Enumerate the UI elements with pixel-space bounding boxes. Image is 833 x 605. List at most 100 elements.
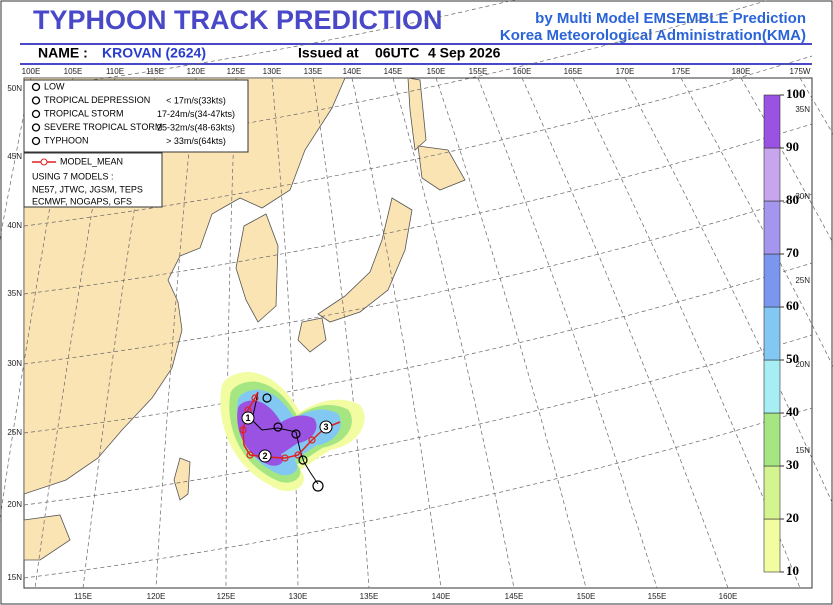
issued-time: 06UTC	[375, 45, 419, 61]
lat-label: 35N	[7, 289, 22, 298]
lon-label: 125E	[227, 67, 246, 76]
legend-class: TROPICAL DEPRESSION	[44, 95, 150, 105]
lat-label: 45N	[7, 152, 22, 161]
colorbar-label: 60	[786, 298, 799, 313]
lon-label: 140E	[343, 67, 362, 76]
lat-label: 30N	[795, 192, 810, 201]
land	[407, 77, 427, 151]
track-label-ring	[241, 411, 255, 425]
storm-symbol	[312, 480, 324, 492]
parallel	[23, 0, 516, 90]
legend: LOW TROPICAL DEPRESSION TROPICAL STORM SEVE…	[23, 79, 249, 208]
land	[417, 145, 466, 191]
storm-symbol	[291, 429, 301, 439]
track-point	[239, 426, 247, 434]
colorbar-segment	[763, 94, 781, 149]
colorbar-label: 100	[786, 86, 806, 101]
subtitle: Korea Meteorological Administration(KMA)	[500, 27, 806, 44]
lon-label: 160E	[513, 67, 532, 76]
lon-label: 155E	[469, 67, 488, 76]
legend-symbol	[31, 96, 41, 105]
colorbar: 10 20 30 40 50 60 70 80 90 100	[763, 86, 806, 578]
lon-label: 150E	[427, 67, 446, 76]
lat-label: 15N	[7, 573, 22, 582]
lon-label: 145E	[384, 67, 403, 76]
legend-speed: 25-32m/s(48-63kts)	[157, 122, 235, 132]
legend-models: NE57, JTWC, JGSM, TEPS	[32, 184, 143, 194]
parallel	[23, 407, 813, 579]
meridian	[351, 77, 442, 589]
legend-class: TYPHOON	[44, 135, 89, 145]
colorbar-segment	[763, 465, 781, 520]
legend-symbol	[31, 82, 41, 92]
meridian	[435, 77, 587, 589]
parallel	[23, 55, 813, 227]
legend-box	[23, 79, 249, 153]
colorbar-segment	[763, 306, 781, 361]
parallel	[23, 123, 813, 295]
lat-label: 25N	[7, 428, 22, 437]
colorbar-segment	[763, 412, 781, 467]
lon-label: 140E	[432, 592, 451, 601]
meridian	[312, 77, 370, 589]
meridian	[624, 77, 833, 506]
track-point	[281, 454, 289, 462]
lon-label: 105E	[64, 67, 83, 76]
prob-area	[237, 400, 317, 466]
lat-label: 20N	[795, 360, 810, 369]
lon-label: 135E	[360, 592, 379, 601]
name-value: KROVAN (2624)	[102, 45, 206, 61]
colorbar-label: 70	[786, 245, 799, 260]
title: TYPHOON TRACK PREDICTION	[33, 5, 443, 35]
subtitle: by Multi Model EMSEMBLE Prediction	[535, 10, 806, 27]
lon-label: 110E	[106, 67, 124, 76]
track-label: 3	[323, 422, 328, 432]
legend-speed: > 33m/s(64kts)	[166, 136, 226, 146]
colorbar-segment	[763, 518, 781, 573]
lat-label: 15N	[795, 446, 810, 455]
legend-class: TROPICAL STORM	[44, 108, 124, 118]
lat-label: 40N	[7, 221, 22, 230]
land	[173, 457, 191, 501]
colorbar-label: 40	[786, 404, 799, 419]
track-point	[251, 394, 259, 402]
lat-label: 25N	[795, 276, 810, 285]
colorbar-label: 90	[786, 139, 799, 154]
meridian	[477, 77, 658, 589]
name-label: NAME :	[38, 45, 88, 61]
parallel	[23, 193, 813, 365]
colorbar-segment	[763, 147, 781, 202]
legend-models: ECMWF, NOGAPS, GFS	[32, 196, 132, 206]
legend-mean: MODEL_MEAN	[60, 156, 123, 166]
storm-symbol	[298, 455, 308, 465]
lon-label: 130E	[263, 67, 282, 76]
track-point	[294, 451, 302, 459]
storm-symbol	[273, 422, 283, 432]
colorbar-label: 10	[786, 563, 799, 578]
land	[23, 514, 71, 561]
lon-label: 135E	[304, 67, 323, 76]
track-point	[308, 436, 316, 444]
legend-marker	[40, 158, 48, 166]
land	[235, 213, 279, 323]
legend-class: SEVERE TROPICAL STORM	[44, 122, 162, 132]
legend-symbol	[31, 109, 41, 119]
colorbar-label: 20	[786, 510, 799, 525]
meridian	[225, 77, 237, 589]
legend-speed: < 17m/s(33kts)	[166, 95, 226, 105]
track-point	[246, 451, 254, 459]
meridian	[0, 77, 32, 241]
land	[317, 197, 413, 323]
lon-label: 115E	[146, 67, 164, 76]
meridian	[572, 77, 801, 589]
lon-label: 120E	[147, 592, 166, 601]
lon-label: 125E	[217, 592, 236, 601]
model-track	[251, 391, 319, 485]
legend-class: LOW	[44, 81, 65, 91]
lat-label: 50N	[7, 84, 22, 93]
legend-symbol	[31, 136, 41, 146]
meridian	[271, 77, 299, 589]
track-label: 2	[262, 451, 267, 461]
lon-label: 120E	[187, 67, 206, 76]
